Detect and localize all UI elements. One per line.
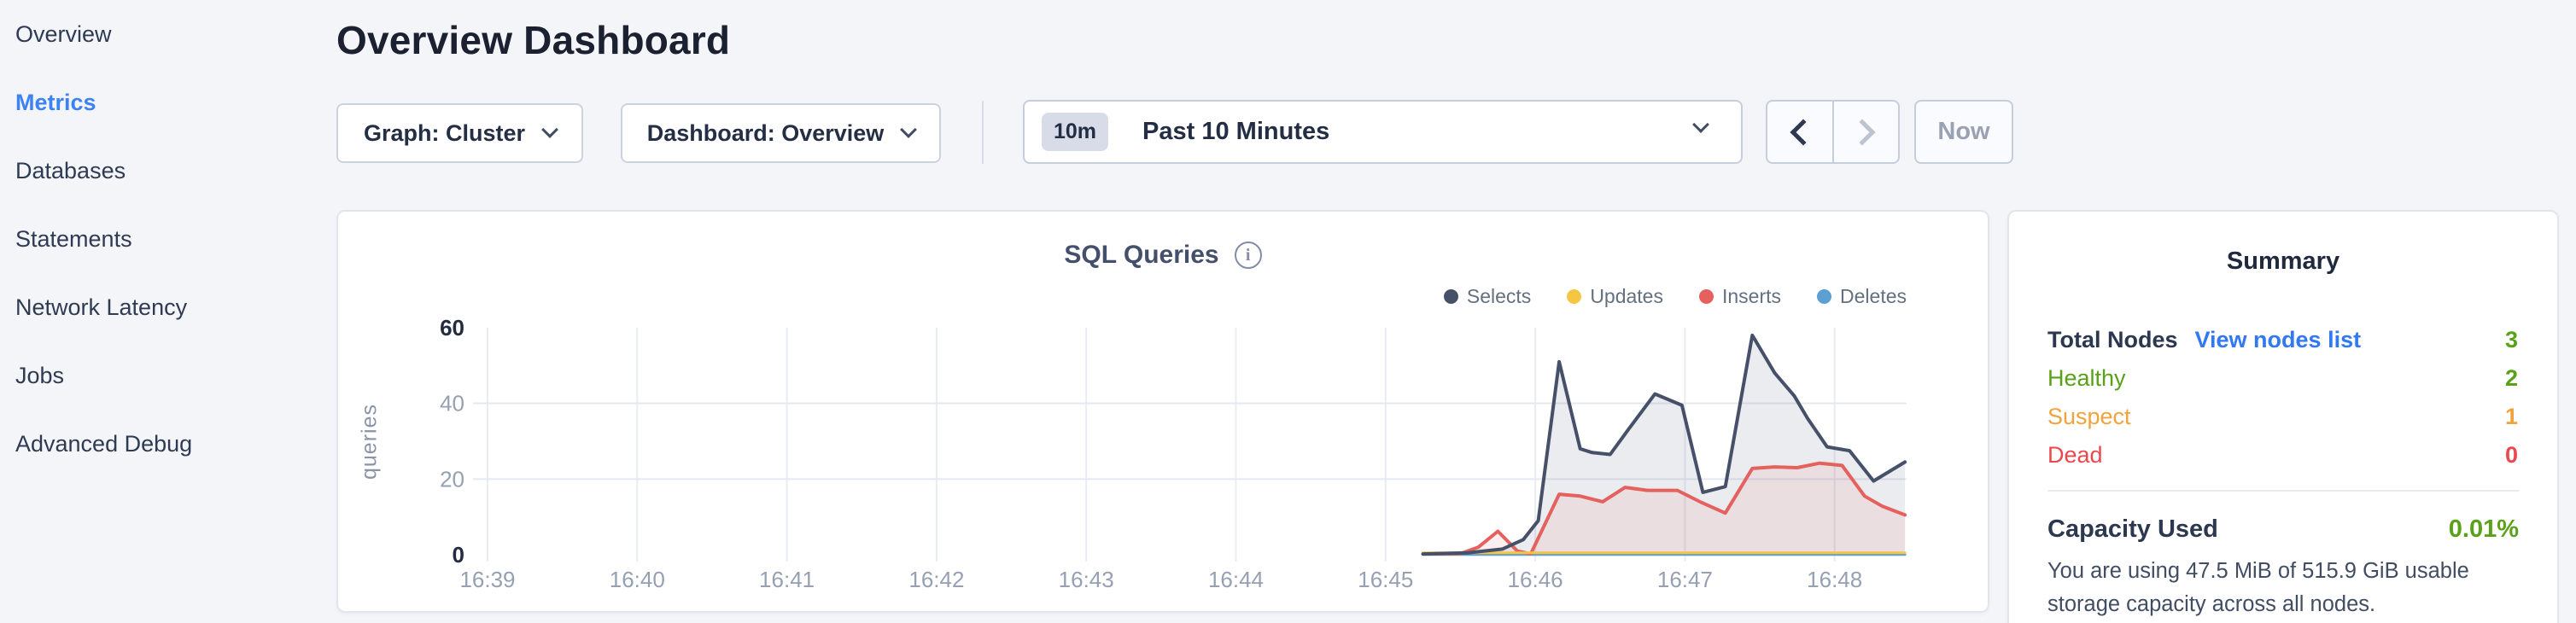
chevron-left-icon [1790, 118, 1817, 146]
now-button-label: Now [1937, 118, 1990, 145]
total-nodes-value: 3 [2504, 327, 2519, 352]
healthy-label: Healthy [2047, 365, 2126, 391]
legend-label: Deletes [1840, 285, 1907, 307]
time-window-pager [1766, 100, 1900, 164]
total-nodes-label: Total Nodes [2047, 327, 2178, 352]
page-title: Overview Dashboard [336, 18, 731, 62]
y-axis-tick-label: 60 [440, 315, 464, 341]
legend-item-inserts[interactable]: Inserts [1698, 285, 1782, 308]
chevron-down-icon [1692, 116, 1709, 133]
y-axis-tick-label: 40 [440, 391, 464, 416]
x-axis-tick-label: 16:47 [1657, 567, 1713, 592]
next-time-window-button[interactable] [1831, 102, 1899, 162]
graph-scope-dropdown[interactable]: Graph: Cluster [336, 103, 583, 163]
y-axis-tick-label: 20 [440, 466, 464, 492]
legend-item-deletes[interactable]: Deletes [1817, 285, 1907, 308]
selects-series-line [1421, 333, 1907, 556]
sidebar-item-overview[interactable]: Overview [15, 21, 112, 47]
summary-row-suspect: Suspect 1 [2047, 398, 2519, 436]
sidebar-item-jobs[interactable]: Jobs [15, 363, 65, 388]
sidebar-item-metrics[interactable]: Metrics [15, 90, 96, 115]
summary-panel: Summary Total Nodes View nodes list 3 He… [2007, 210, 2559, 623]
sql-queries-chart-card: SQL Queries i Selects Updates Inserts De… [336, 210, 1989, 613]
x-axis-tick-label: 16:39 [459, 567, 515, 592]
suspect-label: Suspect [2047, 404, 2131, 429]
updates-series-dot [1567, 289, 1582, 304]
deletes-series-dot [1817, 289, 1832, 304]
dead-value: 0 [2504, 442, 2519, 468]
chart-gridlines: 16:39 16:40 16:41 16:42 16:43 16:44 16:45 16:46… [440, 315, 1907, 592]
healthy-value: 2 [2504, 365, 2519, 391]
inserts-series-fill [1422, 463, 1906, 555]
time-range-label: Past 10 Minutes [1142, 118, 1330, 145]
legend-label: Updates [1590, 285, 1663, 307]
inserts-series-line [1421, 461, 1907, 556]
legend-item-selects[interactable]: Selects [1443, 285, 1532, 308]
suspect-value: 1 [2504, 404, 2519, 429]
sidebar-item-network-latency[interactable]: Network Latency [15, 294, 188, 320]
x-axis-tick-label: 16:44 [1208, 567, 1264, 592]
summary-row-healthy: Healthy 2 [2047, 359, 2519, 398]
x-axis-tick-label: 16:42 [908, 567, 964, 592]
x-axis-tick-label: 16:40 [610, 567, 665, 592]
previous-time-window-button[interactable] [1767, 102, 1832, 162]
x-axis-tick-label: 16:46 [1508, 567, 1563, 592]
dead-label: Dead [2047, 442, 2103, 468]
legend-item-updates[interactable]: Updates [1567, 285, 1663, 308]
time-range-badge: 10m [1042, 113, 1109, 151]
y-axis-tick-label: 0 [453, 542, 464, 568]
view-nodes-list-link[interactable]: View nodes list [2194, 327, 2362, 352]
info-icon[interactable]: i [1234, 242, 1262, 269]
sidebar: Overview Metrics Databases Statements Ne… [0, 0, 333, 623]
capacity-used-value: 0.01% [2448, 515, 2519, 543]
capacity-used-row: Capacity Used 0.01% [2047, 515, 2519, 544]
capacity-description: You are using 47.5 MiB of 515.9 GiB usab… [2047, 559, 2469, 616]
chart-title: SQL Queries [1064, 241, 1219, 269]
sidebar-item-advanced-debug[interactable]: Advanced Debug [15, 431, 193, 457]
toolbar-divider [982, 101, 984, 164]
sql-queries-chart: 16:39 16:40 16:41 16:42 16:43 16:44 16:45 16:46… [440, 315, 1907, 592]
time-range-dropdown[interactable]: 10m Past 10 Minutes [1023, 100, 1743, 164]
graph-scope-dropdown-label: Graph: Cluster [363, 119, 526, 146]
now-button[interactable]: Now [1914, 100, 2013, 164]
sidebar-item-databases[interactable]: Databases [15, 158, 126, 183]
sidebar-item-statements[interactable]: Statements [15, 226, 132, 252]
dashboard-dropdown[interactable]: Dashboard: Overview [621, 103, 941, 163]
x-axis-tick-label: 16:41 [759, 567, 815, 592]
capacity-used-label: Capacity Used [2047, 515, 2218, 543]
chart-series-fills [1422, 335, 1906, 555]
chevron-down-icon [541, 121, 558, 138]
chart-legend: Selects Updates Inserts Deletes [1443, 285, 1907, 308]
legend-label: Inserts [1721, 285, 1782, 307]
legend-label: Selects [1466, 285, 1532, 307]
inserts-series-dot [1698, 289, 1714, 304]
selects-series-fill [1422, 335, 1906, 555]
x-axis-tick-label: 16:45 [1358, 567, 1413, 592]
chevron-right-icon [1849, 118, 1876, 146]
chart-series-lines [1421, 333, 1907, 556]
x-axis-tick-label: 16:43 [1059, 567, 1114, 592]
selects-series-dot [1443, 289, 1458, 304]
dashboard-dropdown-label: Dashboard: Overview [646, 119, 885, 146]
x-axis-tick-label: 16:48 [1807, 567, 1862, 592]
summary-divider [2047, 490, 2519, 492]
summary-row-dead: Dead 0 [2047, 436, 2519, 475]
summary-title: Summary [2226, 247, 2340, 275]
chevron-down-icon [900, 121, 918, 138]
summary-row-total-nodes: Total Nodes View nodes list 3 [2047, 321, 2519, 359]
